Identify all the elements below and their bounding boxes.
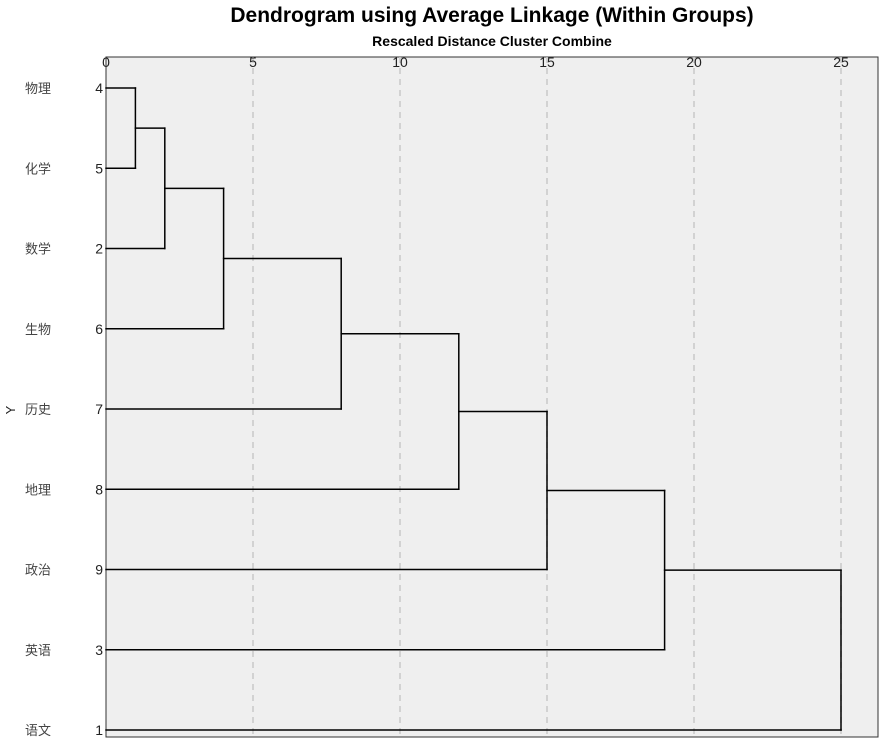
case-number-label: 1 xyxy=(95,722,103,738)
case-number-label: 3 xyxy=(95,642,103,658)
case-name-label: 英语 xyxy=(25,644,51,659)
case-name-label: 地理 xyxy=(25,483,51,498)
x-axis-label: Rescaled Distance Cluster Combine xyxy=(372,33,612,49)
case-number-label: 6 xyxy=(95,321,103,337)
case-name-label: 生物 xyxy=(25,323,51,338)
x-tick-label: 25 xyxy=(833,54,849,70)
case-name-label: 物理 xyxy=(25,82,51,97)
x-tick-label: 20 xyxy=(686,54,702,70)
case-name-label: 化学 xyxy=(25,161,51,177)
dendrogram-branches xyxy=(105,87,842,731)
y-axis-label: Y xyxy=(3,405,18,414)
case-number-label: 9 xyxy=(95,562,103,578)
case-number-label: 7 xyxy=(95,401,103,417)
x-tick-label: 5 xyxy=(249,54,257,70)
case-name-label: 政治 xyxy=(25,564,51,579)
chart-title: Dendrogram using Average Linkage (Within… xyxy=(230,4,753,27)
case-number-label: 5 xyxy=(95,160,103,176)
x-tick-label: 0 xyxy=(102,54,110,70)
case-labels: 物理 4 化学 5 数学 2 生物 6 历史 7 地理 8 政治 9 英语 3 语文 1 xyxy=(25,80,103,739)
x-tick-label: 10 xyxy=(392,54,408,70)
case-name-label: 数学 xyxy=(25,242,51,258)
plot-area xyxy=(105,56,879,738)
x-axis-ticks: 0 5 10 15 20 25 xyxy=(102,54,849,70)
case-number-label: 4 xyxy=(95,80,103,96)
case-name-label: 历史 xyxy=(25,403,51,418)
case-name-label: 语文 xyxy=(25,724,51,739)
x-tick-label: 15 xyxy=(539,54,555,70)
case-number-label: 2 xyxy=(95,241,103,257)
case-number-label: 8 xyxy=(95,481,103,497)
